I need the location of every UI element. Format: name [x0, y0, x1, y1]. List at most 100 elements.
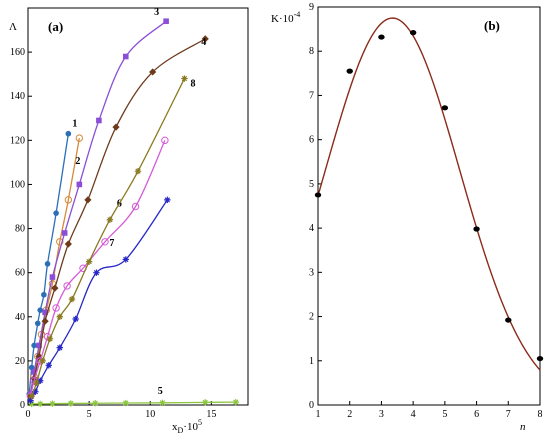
a-data-point: [56, 313, 63, 320]
a-data-point: [41, 317, 49, 325]
a-data-point: [56, 238, 64, 246]
a-data-point: [85, 258, 93, 265]
b-y-tick-label: 2: [309, 312, 314, 323]
a-series-label: 5: [158, 386, 163, 397]
a-series-label: 1: [72, 119, 77, 130]
a-data-point: [37, 307, 44, 313]
a-series-label: 4: [201, 37, 206, 48]
b-y-tick-label: 6: [309, 135, 314, 146]
a-data-point: [112, 123, 120, 131]
a-data-point: [52, 304, 60, 312]
a-series-label: 3: [154, 7, 159, 18]
a-series-label: 7: [109, 238, 114, 249]
a-y-tick-label: 120: [10, 135, 25, 146]
b-data-point: [536, 355, 544, 362]
a-data-point: [92, 400, 99, 407]
a-data-point: [39, 357, 46, 365]
a-series-4: 4: [26, 35, 209, 400]
a-data-point: [33, 379, 40, 387]
a-data-point: [161, 136, 169, 145]
a-data-point: [37, 377, 44, 384]
a-data-point: [65, 130, 72, 137]
a-data-point: [149, 68, 157, 76]
panel-a-x-axis-label: xD·105: [172, 418, 202, 435]
a-data-point: [31, 342, 37, 349]
a-x-tick-label: 10: [145, 409, 155, 420]
b-y-tick-label: 4: [309, 223, 314, 234]
a-data-point: [56, 344, 63, 351]
a-data-point: [31, 369, 37, 375]
a-series-label: 8: [190, 79, 195, 90]
b-x-tick-label: 6: [474, 409, 479, 420]
a-y-tick-label: 140: [10, 91, 25, 102]
a-data-point: [122, 256, 129, 263]
b-y-tick-label: 1: [309, 356, 314, 367]
b-x-tick-label: 5: [442, 409, 447, 420]
a-data-point: [106, 216, 114, 223]
b-y-tick-label: 5: [309, 179, 314, 190]
a-series-5: 5: [28, 386, 239, 408]
a-data-point: [101, 238, 109, 246]
a-series-label: 2: [75, 156, 80, 167]
a-y-tick-label: 100: [10, 179, 25, 190]
panel-b-label: (b): [484, 18, 500, 33]
a-data-point: [44, 261, 51, 267]
a-data-point: [45, 362, 52, 369]
a-x-tick-label: 15: [206, 409, 216, 420]
b-x-tick-label: 4: [411, 409, 416, 420]
panel-b-fit-curve: [317, 17, 541, 371]
a-data-point: [28, 392, 35, 400]
a-data-point: [75, 134, 84, 142]
panel-a-series: 1 2 3 4 567 8: [26, 7, 239, 408]
a-data-point: [84, 196, 92, 204]
b-data-point: [346, 68, 353, 74]
a-data-point: [64, 196, 73, 204]
a-x-tick-label: 0: [26, 409, 31, 420]
b-data-point: [441, 105, 449, 111]
b-data-point: [378, 34, 385, 40]
b-y-tick-label: 3: [309, 267, 314, 278]
a-data-point: [32, 388, 39, 395]
a-data-point: [122, 53, 129, 60]
a-series-3: 3: [27, 7, 169, 397]
a-data-point: [131, 202, 140, 211]
a-y-tick-label: 0: [20, 400, 25, 411]
a-y-tick-label: 20: [15, 356, 25, 367]
a-data-point: [72, 315, 79, 323]
a-data-point: [27, 397, 34, 404]
a-y-tick-label: 160: [10, 47, 25, 58]
a-data-point: [49, 400, 56, 407]
panel-b-x-axis-label: n: [520, 421, 526, 433]
a-series-line: [29, 38, 206, 397]
a-y-tick-label: 80: [15, 224, 25, 235]
a-data-point: [181, 75, 188, 82]
panel-b-data-points: [314, 30, 544, 362]
a-data-point: [28, 400, 35, 408]
panel-a-y-axis-label: Λ: [9, 21, 17, 33]
a-data-point: [64, 240, 72, 248]
b-x-tick-label: 7: [506, 409, 511, 420]
a-data-point: [37, 400, 44, 408]
a-data-point: [68, 295, 76, 303]
b-data-point: [473, 226, 480, 232]
b-x-tick-label: 2: [347, 409, 352, 420]
a-data-point: [46, 335, 54, 343]
a-series-line: [29, 140, 166, 397]
panel-a-chart: (a) Λ xD·105 0 5 10 15020406080100120140160…: [9, 7, 249, 435]
b-data-point: [314, 192, 322, 198]
a-data-point: [201, 35, 209, 43]
a-data-point: [96, 117, 102, 124]
a-data-point: [53, 210, 59, 216]
a-data-point: [232, 398, 239, 406]
a-series-6: 6: [26, 136, 169, 400]
a-series-1: 1: [26, 119, 77, 397]
a-series-8: 8: [28, 75, 195, 400]
a-data-point: [76, 181, 83, 188]
a-data-point: [67, 400, 74, 407]
b-data-point: [505, 317, 512, 323]
panel-a-plot-frame: [27, 7, 249, 406]
panel-a-label: (a): [48, 19, 63, 34]
